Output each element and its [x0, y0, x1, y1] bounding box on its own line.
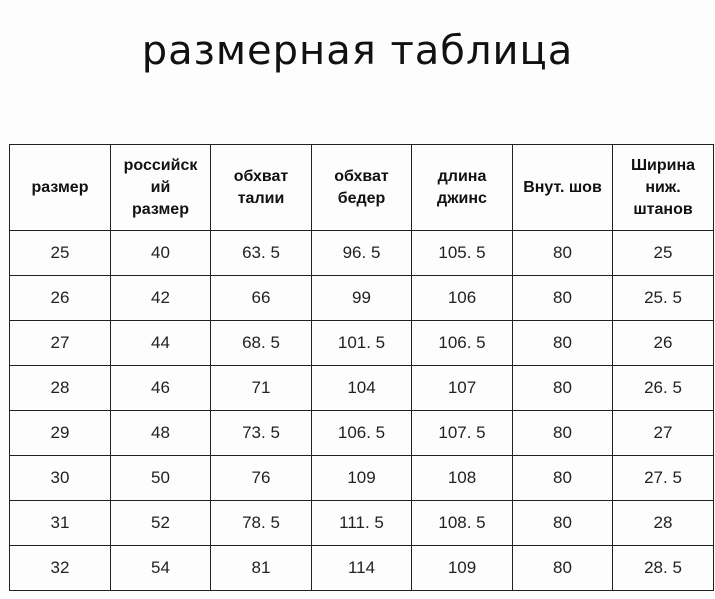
- table-cell: 28: [9, 365, 111, 411]
- column-header: Внут. шов: [512, 144, 613, 231]
- column-header: длина джинс: [411, 144, 513, 231]
- table-cell: 26. 5: [612, 365, 714, 411]
- table-cell: 106: [411, 275, 513, 321]
- table-cell: 80: [512, 410, 613, 456]
- table-cell: 66: [210, 275, 312, 321]
- size-table: размер российск ий размер обхват талии обхв…: [9, 144, 714, 591]
- table-cell: 52: [110, 500, 211, 546]
- table-cell: 44: [110, 320, 211, 366]
- table-cell: 48: [110, 410, 211, 456]
- table-cell: 106. 5: [311, 410, 412, 456]
- column-header: Ширина ниж. штанов: [612, 144, 714, 231]
- table-cell: 40: [110, 230, 211, 276]
- table-cell: 42: [110, 275, 211, 321]
- table-cell: 80: [512, 275, 613, 321]
- table-cell: 80: [512, 365, 613, 411]
- table-cell: 27. 5: [612, 455, 714, 501]
- table-cell: 28: [612, 500, 714, 546]
- table-cell: 80: [512, 455, 613, 501]
- header-row: размер российск ий размер обхват талии обхв…: [9, 144, 714, 231]
- table-cell: 26: [9, 275, 111, 321]
- table-cell: 25: [612, 230, 714, 276]
- table-cell: 27: [612, 410, 714, 456]
- table-cell: 114: [311, 545, 412, 591]
- table-cell: 32: [9, 545, 111, 591]
- column-header: российск ий размер: [110, 144, 211, 231]
- table-cell: 111. 5: [311, 500, 412, 546]
- page-title: размерная таблица: [141, 28, 574, 74]
- table-cell: 96. 5: [311, 230, 412, 276]
- table-cell: 109: [411, 545, 513, 591]
- column-header: обхват бедер: [311, 144, 412, 231]
- table-cell: 28. 5: [612, 545, 714, 591]
- table-cell: 106. 5: [411, 320, 513, 366]
- table-cell: 104: [311, 365, 412, 411]
- table-cell: 54: [110, 545, 211, 591]
- table-cell: 99: [311, 275, 412, 321]
- table-cell: 68. 5: [210, 320, 312, 366]
- table-cell: 25. 5: [612, 275, 714, 321]
- table-cell: 101. 5: [311, 320, 412, 366]
- table-row: 29 48 73. 5 106. 5 107. 5 80 27: [9, 410, 714, 456]
- table-row: 31 52 78. 5 111. 5 108. 5 80 28: [9, 500, 714, 546]
- table-cell: 50: [110, 455, 211, 501]
- table-row: 30 50 76 109 108 80 27. 5: [9, 455, 714, 501]
- column-header: размер: [9, 144, 111, 231]
- table-cell: 63. 5: [210, 230, 312, 276]
- table-row: 32 54 81 114 109 80 28. 5: [9, 545, 714, 591]
- table-cell: 107. 5: [411, 410, 513, 456]
- table-row: 26 42 66 99 106 80 25. 5: [9, 275, 714, 321]
- table-cell: 26: [612, 320, 714, 366]
- table-cell: 31: [9, 500, 111, 546]
- table-cell: 80: [512, 230, 613, 276]
- table-cell: 105. 5: [411, 230, 513, 276]
- table-cell: 107: [411, 365, 513, 411]
- table-cell: 80: [512, 320, 613, 366]
- table-cell: 27: [9, 320, 111, 366]
- table-cell: 73. 5: [210, 410, 312, 456]
- table-cell: 46: [110, 365, 211, 411]
- table-cell: 108: [411, 455, 513, 501]
- table-cell: 71: [210, 365, 312, 411]
- column-header: обхват талии: [210, 144, 312, 231]
- table-cell: 109: [311, 455, 412, 501]
- table-cell: 29: [9, 410, 111, 456]
- table-cell: 108. 5: [411, 500, 513, 546]
- table-cell: 81: [210, 545, 312, 591]
- table-row: 28 46 71 104 107 80 26. 5: [9, 365, 714, 411]
- table-row: 25 40 63. 5 96. 5 105. 5 80 25: [9, 230, 714, 276]
- table-cell: 80: [512, 545, 613, 591]
- table-cell: 76: [210, 455, 312, 501]
- table-row: 27 44 68. 5 101. 5 106. 5 80 26: [9, 320, 714, 366]
- table-cell: 80: [512, 500, 613, 546]
- table-cell: 25: [9, 230, 111, 276]
- table-cell: 30: [9, 455, 111, 501]
- table-cell: 78. 5: [210, 500, 312, 546]
